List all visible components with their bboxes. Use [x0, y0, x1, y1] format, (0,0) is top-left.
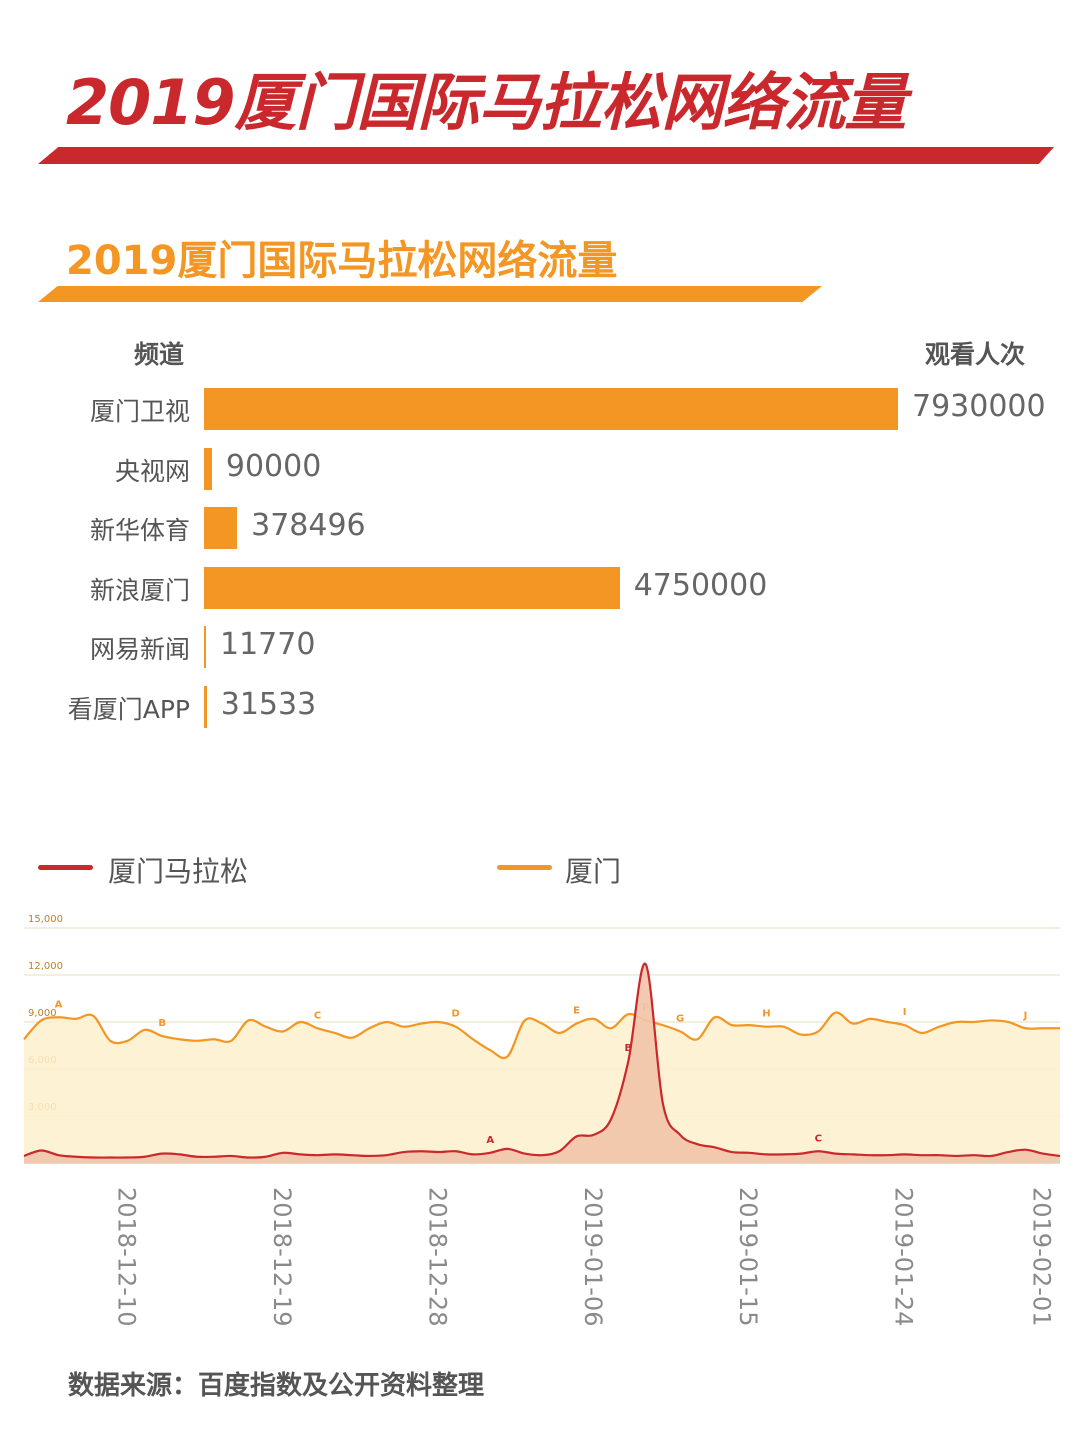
xiamen-annotation-H: H — [762, 1009, 770, 1020]
bar-row: 央视网 90000 — [0, 447, 1080, 490]
legend-marathon-label: 厦门马拉松 — [108, 855, 249, 888]
bar-category-label: 央视网 — [114, 456, 190, 486]
x-tick-label: 2019-02-01 — [1028, 1187, 1056, 1326]
x-tick-label: 2018-12-10 — [113, 1187, 141, 1326]
bar — [204, 388, 898, 430]
bar-value-label: 31533 — [220, 687, 317, 722]
bar-row: 新华体育 378496 — [0, 507, 1080, 550]
xiamen-annotation-E: E — [573, 1006, 580, 1017]
xiamen-annotation-J: J — [1023, 1010, 1028, 1021]
bar — [204, 507, 238, 550]
data-source-note: 数据来源：百度指数及公开资料整理 — [68, 1371, 485, 1401]
subtitle: 2019厦门国际马拉松网络流量 — [66, 238, 618, 284]
search-trend-area-chart: 15,00012,0009,0006,0003,000ABCDEFGHIJABC… — [23, 914, 1061, 1326]
marathon-annotation-C: C — [815, 1133, 822, 1144]
bar-value-label: 7930000 — [912, 389, 1046, 424]
bar-category-label: 网易新闻 — [89, 635, 190, 665]
x-tick-label: 2018-12-28 — [423, 1187, 451, 1326]
legend-xiamen-label: 厦门 — [565, 855, 622, 888]
x-tick-label: 2019-01-24 — [890, 1187, 918, 1326]
bar — [204, 686, 207, 728]
marathon-annotation-B: B — [625, 1043, 633, 1054]
subtitle-underline-orange — [38, 286, 822, 302]
xiamen-series-area — [24, 1012, 1060, 1163]
legend-marathon-swatch — [38, 865, 93, 870]
bar-category-label: 厦门卫视 — [89, 397, 190, 426]
legend-xiamen-swatch — [497, 865, 552, 870]
bar-value-label: 378496 — [251, 508, 366, 544]
bar-value-label: 90000 — [225, 448, 322, 484]
marathon-annotation-A: A — [486, 1135, 494, 1146]
y-tick-label: 12,000 — [28, 961, 63, 972]
x-tick-label: 2018-12-19 — [268, 1187, 296, 1326]
bar-row: 厦门卫视 7930000 — [0, 388, 1080, 430]
main-title: 2019厦门国际马拉松网络流量 — [66, 66, 907, 139]
y-tick-label: 9,000 — [28, 1008, 57, 1019]
xiamen-series-line — [23, 1011, 1060, 1060]
x-tick-label: 2019-01-06 — [579, 1187, 607, 1326]
bar-category-label: 新浪厦门 — [89, 575, 190, 605]
xiamen-annotation-B: B — [158, 1018, 166, 1029]
views-column-header: 观看人次 — [925, 340, 1026, 369]
marathon-series-line — [23, 962, 1061, 1159]
bar-value-label: 11770 — [220, 627, 316, 663]
xiamen-annotation-D: D — [452, 1009, 460, 1020]
bar-value-label: 4750000 — [633, 567, 768, 603]
xiamen-annotation-G: G — [676, 1013, 684, 1024]
y-tick-label: 15,000 — [28, 914, 63, 925]
bar — [204, 447, 212, 490]
xiamen-annotation-A: A — [55, 999, 63, 1010]
bar-category-label: 看厦门APP — [67, 695, 190, 724]
channel-column-header: 频道 — [134, 340, 185, 369]
bar — [204, 566, 620, 609]
x-tick-label: 2019-01-15 — [734, 1187, 762, 1326]
title-underline-red — [38, 147, 1054, 164]
xiamen-annotation-C: C — [314, 1010, 321, 1021]
bar-row: 网易新闻 11770 — [0, 626, 1080, 669]
bar — [204, 626, 206, 669]
bar-row: 看厦门APP 31533 — [0, 686, 1080, 728]
bar-category-label: 新华体育 — [89, 516, 190, 546]
xiamen-annotation-I: I — [903, 1007, 907, 1018]
bar-row: 新浪厦门 4750000 — [0, 566, 1080, 609]
